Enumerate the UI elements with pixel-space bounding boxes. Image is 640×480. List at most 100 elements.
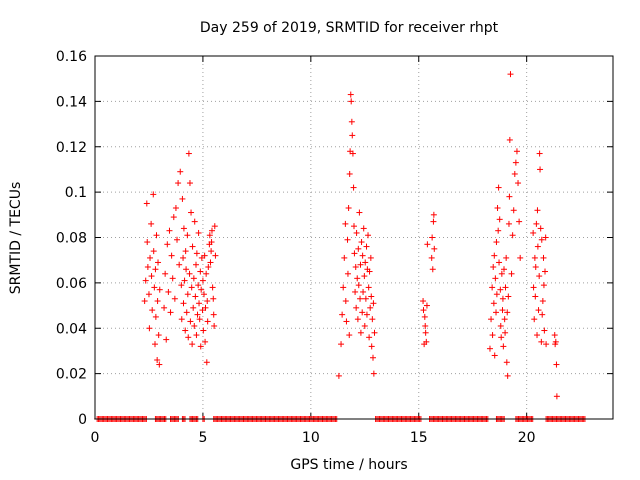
data-point — [152, 313, 159, 320]
data-point — [176, 261, 183, 268]
data-point — [498, 270, 505, 277]
data-point — [502, 284, 509, 291]
data-point — [354, 316, 361, 323]
data-point — [422, 329, 429, 336]
data-point — [190, 304, 197, 311]
data-point — [153, 232, 160, 239]
data-point — [349, 150, 356, 157]
data-point — [422, 322, 429, 329]
data-point — [194, 311, 201, 318]
data-point — [178, 316, 185, 323]
data-point — [504, 372, 511, 379]
data-point — [148, 220, 155, 227]
data-point — [534, 332, 541, 339]
data-point — [212, 252, 219, 259]
y-axis-label: SRMTID / TECUs — [8, 182, 24, 295]
data-point — [430, 218, 437, 225]
y-tick-label: 0.08 — [56, 231, 87, 247]
data-point — [198, 286, 205, 293]
data-point — [357, 261, 364, 268]
data-point — [206, 232, 213, 239]
data-point — [534, 243, 541, 250]
data-point — [177, 168, 184, 175]
data-point — [360, 288, 367, 295]
data-point — [423, 302, 430, 309]
data-point — [490, 300, 497, 307]
data-point — [539, 298, 546, 305]
x-tick-label: 20 — [518, 430, 536, 446]
x-tick-label: 5 — [198, 430, 207, 446]
grid-lines — [95, 56, 613, 419]
data-point — [211, 223, 218, 230]
data-point — [503, 254, 510, 261]
data-point — [362, 259, 369, 266]
data-point — [155, 259, 162, 266]
data-point — [542, 268, 549, 275]
data-point — [551, 332, 558, 339]
data-point — [531, 316, 538, 323]
data-point — [195, 229, 202, 236]
data-point — [210, 311, 217, 318]
data-point — [155, 332, 162, 339]
data-point — [362, 295, 369, 302]
data-point — [208, 227, 215, 234]
y-tick-label: 0.14 — [56, 94, 87, 110]
data-point — [156, 361, 163, 368]
data-point — [493, 309, 500, 316]
data-point — [421, 313, 428, 320]
data-point — [350, 184, 357, 191]
data-point — [365, 232, 372, 239]
data-point — [356, 209, 363, 216]
data-point — [493, 239, 500, 246]
data-point — [188, 284, 195, 291]
data-point — [501, 266, 508, 273]
data-point — [368, 343, 375, 350]
data-point — [208, 239, 215, 246]
data-point — [342, 220, 349, 227]
data-point — [204, 318, 211, 325]
data-point — [209, 284, 216, 291]
data-point — [152, 341, 159, 348]
data-point — [494, 205, 501, 212]
data-point — [355, 245, 362, 252]
data-point — [343, 318, 350, 325]
data-point — [187, 318, 194, 325]
data-point — [420, 307, 427, 314]
data-point — [141, 298, 148, 305]
data-point — [181, 277, 188, 284]
data-point — [540, 282, 547, 289]
data-point — [196, 300, 203, 307]
data-point — [541, 327, 548, 334]
data-point — [530, 229, 537, 236]
data-point — [151, 284, 158, 291]
data-point — [536, 273, 543, 280]
data-point — [506, 193, 513, 200]
data-point — [368, 293, 375, 300]
data-point — [183, 266, 190, 273]
data-point — [530, 284, 537, 291]
data-point — [501, 316, 508, 323]
data-point — [365, 284, 372, 291]
data-point — [189, 243, 196, 250]
data-point — [347, 91, 354, 98]
data-point — [354, 275, 361, 282]
data-point — [535, 307, 542, 314]
data-point — [193, 332, 200, 339]
data-point — [184, 232, 191, 239]
data-point — [353, 229, 360, 236]
data-point — [349, 132, 356, 139]
data-points — [94, 71, 588, 422]
data-point — [344, 270, 351, 277]
data-point — [357, 295, 364, 302]
data-point — [489, 284, 496, 291]
data-point — [538, 236, 545, 243]
data-point — [178, 282, 185, 289]
data-point — [144, 239, 151, 246]
data-point — [150, 248, 157, 255]
data-point — [183, 309, 190, 316]
data-point — [192, 293, 199, 300]
data-point — [366, 268, 373, 275]
data-point — [339, 311, 346, 318]
data-point — [197, 343, 204, 350]
